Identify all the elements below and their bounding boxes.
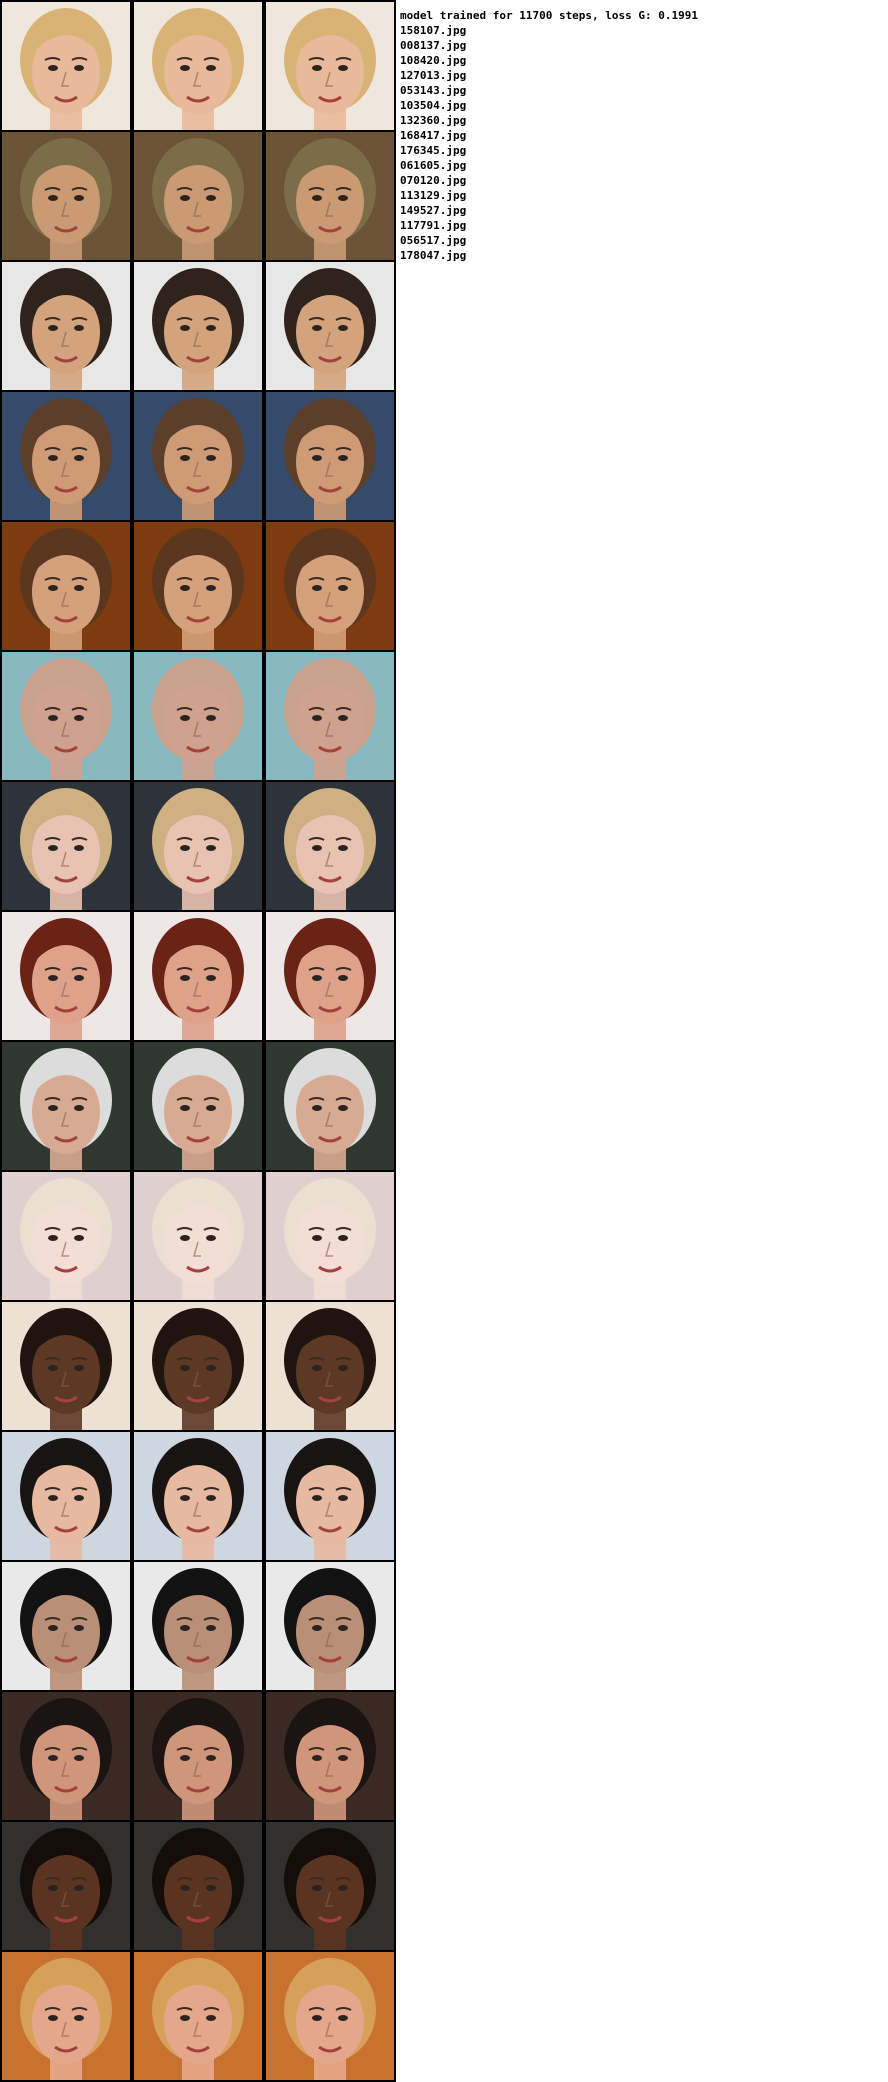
input-face-image (2, 1692, 130, 1820)
generated-face-image (134, 652, 262, 780)
face-row (0, 1300, 396, 1430)
filename-line: 158107.jpg (400, 24, 467, 37)
input-face-image (2, 132, 130, 260)
filename-line: 053143.jpg (400, 84, 467, 97)
face-row (0, 1820, 396, 1950)
input-face-image (2, 1042, 130, 1170)
target-face-image (266, 522, 394, 650)
target-face-image (266, 1042, 394, 1170)
face-row (0, 650, 396, 780)
target-face-image (266, 1432, 394, 1560)
face-row (0, 910, 396, 1040)
target-face-image (266, 262, 394, 390)
input-face-image (2, 392, 130, 520)
filename-line: 178047.jpg (400, 249, 467, 262)
info-panel: model trained for 11700 steps, loss G: 0… (400, 8, 870, 263)
input-face-image (2, 2, 130, 130)
face-row (0, 0, 396, 130)
face-row (0, 1040, 396, 1170)
filename-line: 117791.jpg (400, 219, 467, 232)
filename-line: 132360.jpg (400, 114, 467, 127)
filename-line: 108420.jpg (400, 54, 467, 67)
generated-face-image (134, 1042, 262, 1170)
target-face-image (266, 912, 394, 1040)
filename-line: 127013.jpg (400, 69, 467, 82)
target-face-image (266, 1172, 394, 1300)
generated-face-image (134, 1562, 262, 1690)
input-face-image (2, 1822, 130, 1950)
generated-face-image (134, 1432, 262, 1560)
input-face-image (2, 652, 130, 780)
generated-face-image (134, 1302, 262, 1430)
face-row (0, 1950, 396, 2080)
target-face-image (266, 1692, 394, 1820)
target-face-image (266, 392, 394, 520)
generated-face-image (134, 1822, 262, 1950)
filename-line: 149527.jpg (400, 204, 467, 217)
face-row (0, 520, 396, 650)
face-grid (0, 0, 396, 2082)
filename-line: 168417.jpg (400, 129, 467, 142)
generated-face-image (134, 132, 262, 260)
training-caption: model trained for 11700 steps, loss G: 0… (400, 9, 699, 22)
filename-line: 061605.jpg (400, 159, 467, 172)
generated-face-image (134, 1952, 262, 2080)
generated-face-image (134, 2, 262, 130)
filename-line: 056517.jpg (400, 234, 467, 247)
input-face-image (2, 522, 130, 650)
target-face-image (266, 652, 394, 780)
target-face-image (266, 1562, 394, 1690)
input-face-image (2, 1562, 130, 1690)
face-row (0, 780, 396, 910)
input-face-image (2, 1432, 130, 1560)
generated-face-image (134, 522, 262, 650)
target-face-image (266, 1302, 394, 1430)
face-row (0, 130, 396, 260)
generated-face-image (134, 912, 262, 1040)
target-face-image (266, 2, 394, 130)
target-face-image (266, 1822, 394, 1950)
input-face-image (2, 912, 130, 1040)
filename-line: 070120.jpg (400, 174, 467, 187)
target-face-image (266, 782, 394, 910)
filename-line: 103504.jpg (400, 99, 467, 112)
face-row (0, 1690, 396, 1820)
face-row (0, 1560, 396, 1690)
filename-line: 113129.jpg (400, 189, 467, 202)
input-face-image (2, 1172, 130, 1300)
generated-face-image (134, 782, 262, 910)
generated-face-image (134, 392, 262, 520)
filename-line: 008137.jpg (400, 39, 467, 52)
target-face-image (266, 1952, 394, 2080)
input-face-image (2, 1952, 130, 2080)
face-row (0, 1430, 396, 1560)
generated-face-image (134, 1692, 262, 1820)
input-face-image (2, 1302, 130, 1430)
face-row (0, 260, 396, 390)
generated-face-image (134, 1172, 262, 1300)
filename-line: 176345.jpg (400, 144, 467, 157)
face-row (0, 1170, 396, 1300)
input-face-image (2, 782, 130, 910)
input-face-image (2, 262, 130, 390)
generated-face-image (134, 262, 262, 390)
target-face-image (266, 132, 394, 260)
face-row (0, 390, 396, 520)
